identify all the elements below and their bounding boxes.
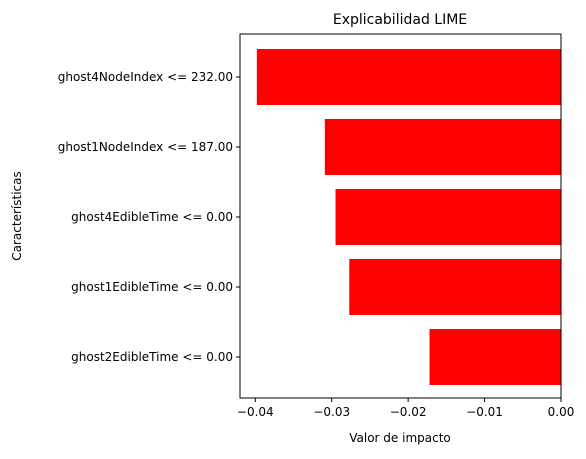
y-tick-label: ghost1EdibleTime <= 0.00 bbox=[71, 280, 233, 294]
x-tick-label: −0.03 bbox=[313, 405, 350, 419]
chart-title: Explicabilidad LIME bbox=[333, 12, 467, 28]
x-tick-label: −0.01 bbox=[466, 405, 503, 419]
y-tick-labels: ghost4NodeIndex <= 232.00 ghost1NodeIndex… bbox=[58, 70, 240, 364]
bar-5 bbox=[429, 329, 561, 385]
y-tick-label: ghost1NodeIndex <= 187.00 bbox=[58, 140, 233, 154]
x-ticks: −0.04 −0.03 −0.02 −0.01 0.00 bbox=[237, 398, 574, 419]
bar-2 bbox=[324, 119, 561, 175]
x-axis-label: Valor de impacto bbox=[349, 431, 451, 445]
y-tick-label: ghost4NodeIndex <= 232.00 bbox=[58, 70, 233, 84]
bar-1 bbox=[256, 49, 561, 105]
x-tick-label: −0.02 bbox=[390, 405, 427, 419]
y-tick-label: ghost2EdibleTime <= 0.00 bbox=[71, 350, 233, 364]
x-tick-label: 0.00 bbox=[548, 405, 575, 419]
bar-3 bbox=[335, 189, 561, 245]
bars-layer bbox=[256, 49, 561, 385]
bar-4 bbox=[349, 259, 561, 315]
x-tick-label: −0.04 bbox=[237, 405, 274, 419]
plot-frame bbox=[239, 33, 562, 399]
y-tick-label: ghost4EdibleTime <= 0.00 bbox=[71, 210, 233, 224]
y-axis-label: Características bbox=[10, 171, 24, 260]
